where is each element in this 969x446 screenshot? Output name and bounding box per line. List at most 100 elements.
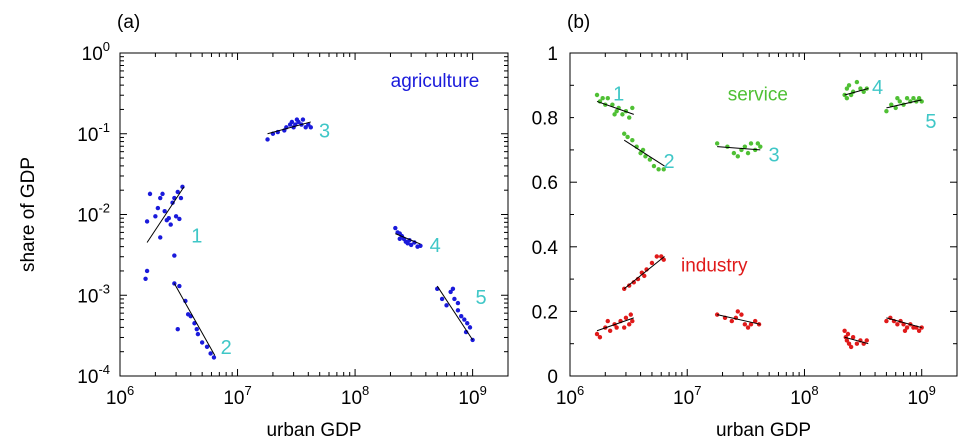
data-point bbox=[630, 318, 635, 324]
fit-line bbox=[844, 336, 869, 345]
fit-line bbox=[395, 233, 421, 245]
group-label: 2 bbox=[664, 151, 675, 173]
data-point bbox=[844, 338, 850, 343]
data-point bbox=[408, 242, 414, 248]
data-point bbox=[630, 105, 635, 111]
group-label: 2 bbox=[221, 337, 232, 359]
y-axis-label: share of GDP bbox=[18, 157, 39, 272]
data-point bbox=[168, 222, 173, 227]
fit-line bbox=[596, 317, 634, 332]
data-point bbox=[748, 141, 754, 146]
data-point bbox=[450, 286, 456, 292]
data-point bbox=[848, 344, 854, 350]
data-point bbox=[654, 254, 659, 259]
data-point bbox=[858, 86, 863, 91]
y-tick-label: 0.4 bbox=[532, 238, 559, 259]
data-point bbox=[625, 134, 630, 140]
panel-a: (a) 106 107 108 109 10-4 10-3 10-2 10-1 100 urban … bbox=[18, 12, 509, 441]
data-point bbox=[147, 191, 153, 197]
data-point bbox=[916, 96, 922, 101]
fit-line bbox=[886, 317, 922, 329]
data-point bbox=[742, 144, 748, 149]
data-point bbox=[296, 119, 301, 125]
group-3 bbox=[714, 309, 762, 330]
data-point bbox=[758, 144, 763, 149]
fit-line bbox=[436, 285, 474, 341]
data-point bbox=[444, 303, 449, 308]
y-tick-label: 100 bbox=[82, 39, 110, 65]
data-point bbox=[172, 281, 177, 286]
y-tick-label: 0.2 bbox=[532, 302, 558, 323]
y-tick-label: 10-1 bbox=[77, 120, 110, 146]
data-point bbox=[902, 328, 908, 333]
data-point bbox=[661, 167, 666, 172]
data-point bbox=[158, 195, 163, 201]
group-3 bbox=[714, 141, 763, 159]
data-point bbox=[884, 108, 889, 114]
group-label: 1 bbox=[191, 225, 202, 247]
data-point bbox=[166, 215, 171, 221]
group-2 bbox=[622, 254, 666, 291]
data-point bbox=[177, 216, 182, 222]
data-point bbox=[465, 321, 470, 326]
group-4 bbox=[842, 328, 869, 350]
data-point bbox=[605, 318, 610, 324]
data-point bbox=[439, 296, 445, 302]
annotation-label: agriculture bbox=[391, 71, 480, 92]
y-tick-label: 0.8 bbox=[532, 109, 558, 130]
fit-line bbox=[596, 100, 634, 115]
group-4: 4 bbox=[393, 225, 441, 257]
data-point bbox=[194, 326, 199, 332]
y-tick-label: 0 bbox=[547, 367, 558, 388]
data-point bbox=[405, 241, 410, 246]
data-point bbox=[594, 92, 600, 98]
data-point bbox=[455, 308, 461, 313]
data-point bbox=[610, 102, 615, 107]
data-point bbox=[199, 340, 205, 345]
y-tick-label: 10-3 bbox=[77, 281, 110, 307]
data-point bbox=[623, 315, 629, 321]
data-point bbox=[594, 331, 600, 337]
group-label: 3 bbox=[319, 120, 330, 142]
fit-line bbox=[267, 121, 311, 135]
data-point bbox=[731, 150, 737, 156]
data-point bbox=[605, 96, 610, 101]
data-point bbox=[143, 276, 148, 281]
x-tick-label: 106 bbox=[556, 383, 584, 409]
data-point bbox=[884, 318, 889, 324]
data-point bbox=[175, 326, 180, 332]
data-point bbox=[144, 219, 150, 224]
data-point bbox=[308, 125, 313, 130]
data-point bbox=[842, 328, 847, 333]
data-point bbox=[649, 260, 655, 266]
data-point bbox=[745, 325, 751, 330]
y-tick-label: 10-2 bbox=[77, 201, 110, 227]
data-point bbox=[173, 214, 179, 219]
data-point bbox=[467, 325, 473, 330]
group-3: 3 bbox=[265, 117, 330, 142]
data-point bbox=[659, 254, 664, 259]
data-point bbox=[597, 335, 603, 340]
data-point bbox=[172, 253, 177, 258]
data-point bbox=[162, 208, 167, 214]
data-point bbox=[622, 131, 627, 136]
data-point bbox=[155, 205, 161, 211]
data-point bbox=[893, 105, 898, 111]
group-label: 3 bbox=[768, 145, 779, 167]
data-point bbox=[620, 112, 625, 117]
x-tick-label: 106 bbox=[106, 383, 134, 409]
series-service: service bbox=[594, 79, 924, 172]
data-point bbox=[651, 163, 657, 169]
series-label: service bbox=[728, 84, 788, 105]
data-point bbox=[418, 243, 423, 248]
data-point bbox=[144, 268, 150, 274]
data-point bbox=[735, 154, 741, 159]
data-point bbox=[631, 280, 636, 285]
group-2: 2 bbox=[143, 268, 232, 360]
data-point bbox=[211, 355, 217, 360]
group-label: 4 bbox=[872, 77, 883, 99]
data-point bbox=[854, 341, 860, 346]
panel-label: (b) bbox=[567, 12, 590, 33]
data-point bbox=[895, 96, 900, 101]
